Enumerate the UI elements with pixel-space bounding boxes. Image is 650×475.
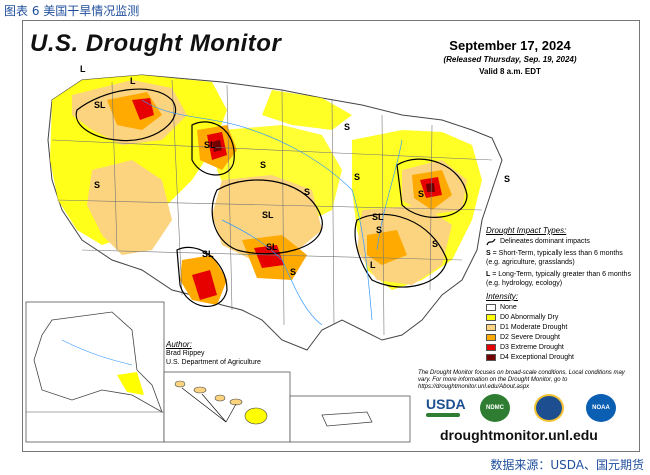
intensity-swatch [486,354,496,361]
map-label: SL [266,242,278,252]
usda-logo-swoosh [426,413,460,417]
author-heading: Author: [166,340,192,349]
impact-types-heading: Drought Impact Types: [486,226,567,235]
map-label: S [432,239,438,249]
alaska-d0 [117,372,144,395]
long-term-definition: L = Long-Term, typically greater than 6 … [486,271,631,287]
map-label: S [260,160,266,170]
intensity-swatch [486,304,496,311]
impact-lines [75,88,468,307]
author-block: Author: Brad Rippey U.S. Department of A… [166,340,261,367]
impact-delineates-label: Delineates dominant impacts [500,238,590,245]
intensity-swatch [486,314,496,321]
map-label: SL [372,212,384,222]
intensity-item: None [486,303,636,312]
d0-north [262,90,352,130]
intensity-item: D4 Exceptional Drought [486,353,636,362]
intensity-swatch [486,344,496,351]
released-date: (Released Thursday, Sep. 19, 2024) [443,55,577,64]
map-label: L [370,260,376,270]
map-label: S [418,189,424,199]
legend: Drought Impact Types: Delineates dominan… [486,226,636,363]
intensity-swatch [486,324,496,331]
map-label: S [304,187,310,197]
intensity-legend: Intensity: None D0 Abnormally Dry D1 Mod… [486,292,636,362]
map-label: S [344,122,350,132]
d4-ohio [426,183,435,192]
author-org: U.S. Department of Agriculture [166,359,261,366]
hawaii-pointers [181,387,237,423]
ndmc-logo: NDMC [480,394,510,422]
map-label: SL [202,249,214,259]
d2-gulf [367,230,407,265]
figure-caption: 图表 6 美国干旱情况监测 [4,4,140,18]
d1-southeast [357,205,452,285]
data-source: 数据来源：USDA、国元期货 [490,458,644,472]
map-label: S [94,180,100,190]
d4-wyoming [212,140,222,152]
map-title: U.S. Drought Monitor [30,30,282,57]
intensity-item: D2 Severe Drought [486,333,636,342]
intensity-heading: Intensity: [486,292,519,301]
d1-plains [212,175,322,260]
puerto-rico-shape [321,411,373,427]
hawaii-islands [174,380,268,425]
valid-time: Valid 8 a.m. EDT [479,67,541,76]
impact-curve-icon [486,238,496,245]
map-label: SL [262,210,274,220]
doc-seal-icon [534,394,564,422]
map-label: S [504,174,510,184]
map-label: S [376,225,382,235]
intensity-swatch [486,334,496,341]
rivers [141,99,403,326]
d1-greatbasin [87,160,172,255]
map-label: SL [94,100,106,110]
website-url: droughtmonitor.unl.edu [440,427,598,443]
drought-map: L L SL SL S S S S S S SL SL SL S SL L S … [25,64,510,443]
date-block: September 17, 2024 (Released Thursday, S… [420,38,600,76]
map-label: S [290,267,296,277]
map-label: S [354,172,360,182]
alaska-rivers [61,339,133,366]
map-label: L [80,64,86,74]
intensity-item: D0 Abnormally Dry [486,313,636,322]
usda-logo: USDA [426,396,466,412]
d3-arizona [192,270,217,300]
map-date: September 17, 2024 [449,38,571,53]
short-term-definition: S = Short-Term, typically less than 6 mo… [486,250,623,266]
d3-texas [254,245,284,268]
conditions-note: The Drought Monitor focuses on broad-sca… [418,370,625,390]
intensity-item: D1 Moderate Drought [486,323,636,332]
noaa-logo: NOAA [586,394,616,422]
map-label: L [130,76,136,86]
intensity-item: D3 Extreme Drought [486,343,636,352]
impact-delineates-row: Delineates dominant impacts [486,237,636,246]
author-name: Brad Rippey [166,350,205,357]
state-borders [51,79,493,336]
map-label: SL [204,140,216,150]
